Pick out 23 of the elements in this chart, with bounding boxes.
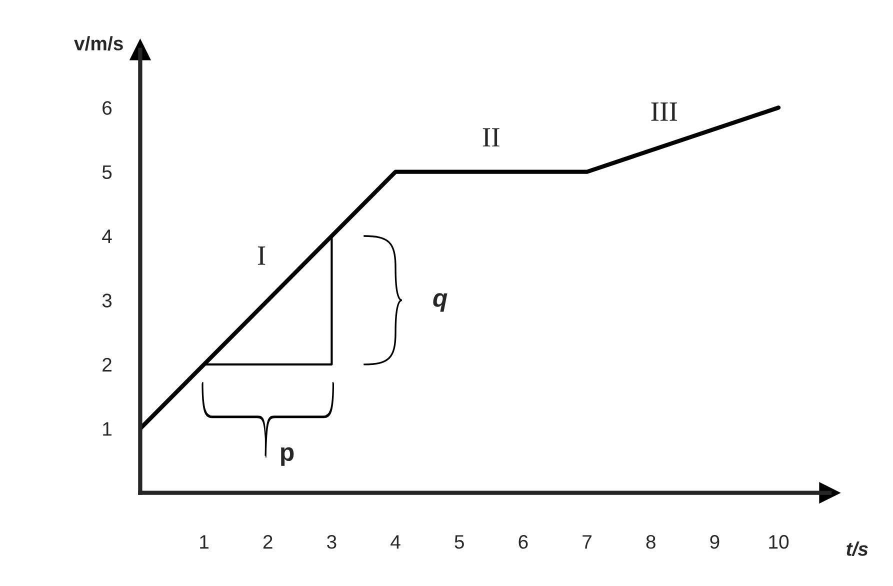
annotation: I — [258, 246, 266, 265]
y-tick-label: 1 — [103, 422, 112, 436]
x-tick-label: 9 — [710, 535, 720, 549]
annotation: q — [433, 293, 448, 312]
x-tick-label: 3 — [327, 535, 336, 549]
x-tick-label: 7 — [582, 535, 592, 549]
x-tick-label: 2 — [263, 535, 272, 549]
y-tick-label: 6 — [102, 101, 112, 115]
y-axis-title: v/m/s — [74, 36, 123, 51]
annotation: III — [651, 102, 678, 121]
annotation: p — [281, 447, 294, 466]
y-tick-label: 5 — [102, 165, 112, 180]
x-tick-label: 5 — [454, 535, 464, 549]
x-tick-label: 1 — [200, 535, 208, 549]
annotation: II — [482, 128, 500, 146]
y-tick-label: 3 — [102, 294, 112, 308]
x-tick-label: 8 — [646, 535, 656, 549]
x-tick-label: 6 — [518, 535, 528, 549]
y-tick-label: 4 — [102, 230, 112, 244]
y-tick-label: 2 — [102, 358, 112, 372]
x-axis-title: t/s — [846, 542, 868, 556]
x-tick-label: 4 — [390, 535, 400, 549]
x-tick-label: 10 — [769, 535, 789, 549]
